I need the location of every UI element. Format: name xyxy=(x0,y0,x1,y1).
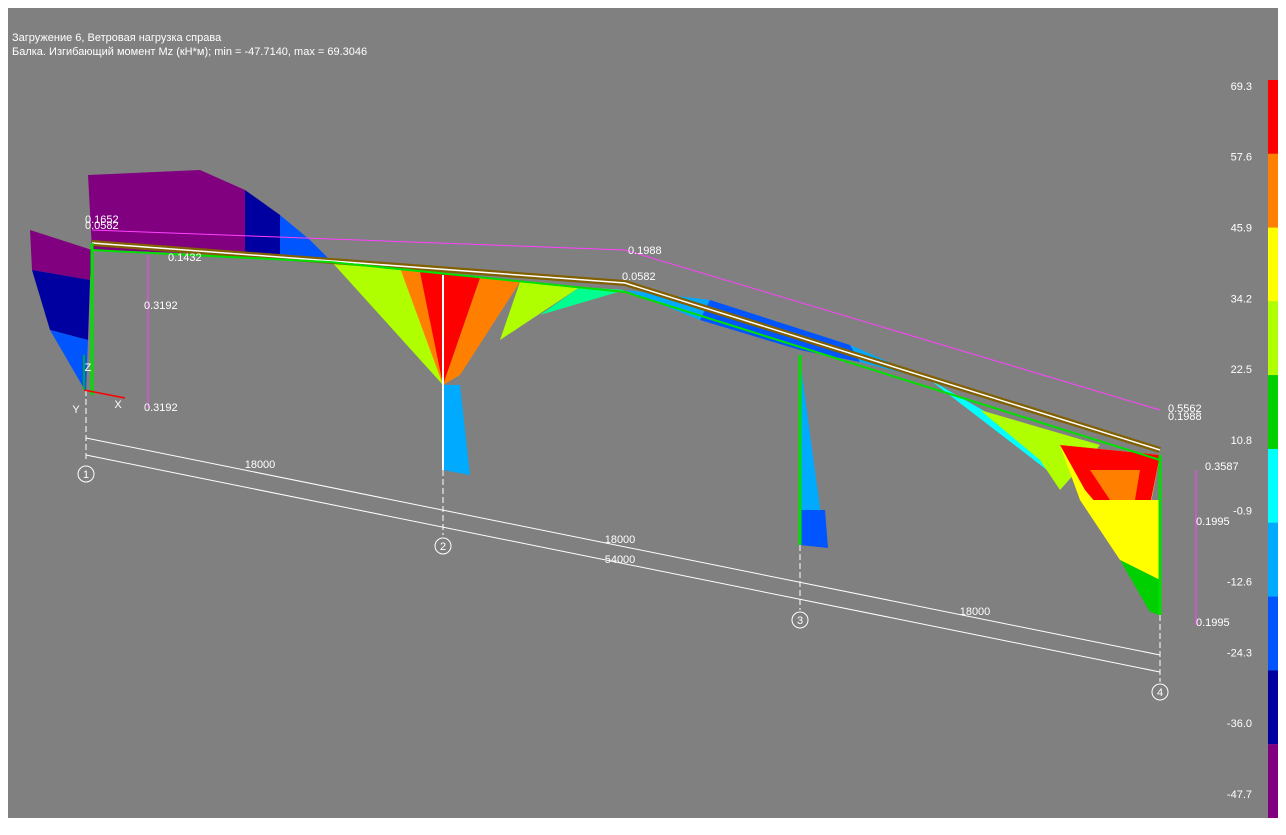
load-case: Загружение 6, Ветровая нагрузка справа xyxy=(12,32,222,44)
load-annotation: 0.1995 xyxy=(1196,617,1230,629)
load-annotation: 0.3192 xyxy=(144,300,178,312)
moment-region xyxy=(245,190,280,258)
legend-swatch xyxy=(1268,301,1278,376)
legend-swatch xyxy=(1268,375,1278,449)
legend-label: -0.9 xyxy=(1233,506,1252,518)
moment-region xyxy=(1080,500,1160,580)
legend-label: -12.6 xyxy=(1227,577,1252,589)
moment-region xyxy=(420,272,480,385)
dimension-label: 18000 xyxy=(245,459,276,471)
dimension-label: 18000 xyxy=(605,534,636,546)
grid-axis-marker xyxy=(791,611,809,629)
moment-region xyxy=(32,270,90,340)
moment-region xyxy=(443,385,470,475)
legend-label: 45.9 xyxy=(1231,223,1252,235)
legend-swatch xyxy=(1268,449,1278,523)
moment-region xyxy=(540,287,625,315)
beam-axis xyxy=(91,242,1161,451)
coordinate-axis xyxy=(83,389,126,399)
moment-region xyxy=(50,330,88,392)
load-annotation: 0.0582 xyxy=(85,220,119,232)
grid-axis-marker xyxy=(434,537,452,555)
grid-axis-label: 1 xyxy=(83,469,89,481)
load-annotation: 0.1995 xyxy=(1196,516,1230,528)
legend-swatch xyxy=(1268,744,1278,818)
moment-region xyxy=(330,260,443,385)
moment-region xyxy=(800,360,825,545)
legend-swatch xyxy=(1268,670,1278,745)
legend-label: -47.7 xyxy=(1227,789,1252,801)
moment-region xyxy=(400,268,443,385)
load-annotation: 0.1988 xyxy=(628,245,662,257)
load-annotation: 0.1988 xyxy=(1168,411,1202,423)
grid-axis-label: 4 xyxy=(1157,687,1163,699)
legend-label: 22.5 xyxy=(1231,364,1252,376)
dimension-label: 18000 xyxy=(960,606,991,618)
moment-region xyxy=(500,282,580,340)
dimension-line xyxy=(85,437,1161,656)
frame xyxy=(83,229,1197,682)
background xyxy=(8,8,1278,818)
result-title: Балка. Изгибающий момент Mz (кН*м); min … xyxy=(12,46,367,58)
grid-axis-marker xyxy=(1151,683,1169,701)
legend-label: -24.3 xyxy=(1227,647,1252,659)
legend-swatch xyxy=(1268,153,1278,228)
legend-swatch xyxy=(1268,227,1278,302)
load-annotation: 0.3192 xyxy=(144,402,178,414)
legend-swatch xyxy=(1268,80,1278,154)
moment-region xyxy=(443,278,520,385)
grid-axis-label: 3 xyxy=(797,615,803,627)
load-annotation: 0.1432 xyxy=(168,252,202,264)
grid-axis-marker xyxy=(77,465,95,483)
load-line xyxy=(91,229,1161,411)
legend-swatch xyxy=(1268,522,1278,597)
moment-region xyxy=(1120,560,1160,615)
moment-region xyxy=(30,230,92,280)
moment-region xyxy=(930,380,1060,480)
coordinate-axis-label: Y xyxy=(72,404,80,416)
dimension-line xyxy=(85,454,1161,673)
legend-label: 34.2 xyxy=(1231,293,1252,305)
coordinate-axis-label: Z xyxy=(85,362,92,374)
load-annotation: 0.5562 xyxy=(1168,403,1202,415)
legend-label: 57.6 xyxy=(1231,152,1252,164)
legend-swatch xyxy=(1268,596,1278,671)
dimension-label: 54000 xyxy=(605,554,636,566)
load-annotation: 0.0582 xyxy=(622,271,656,283)
legend-label: -36.0 xyxy=(1227,718,1252,730)
beam-outline xyxy=(91,249,1161,461)
legend-label: 10.8 xyxy=(1231,435,1252,447)
grid-axis-label: 2 xyxy=(440,541,446,553)
moment-region xyxy=(800,510,828,548)
load-annotation: 0.3587 xyxy=(1205,461,1239,473)
coordinate-axis-label: X xyxy=(114,399,122,411)
load-annotation: 0.1652 xyxy=(85,214,119,226)
legend-label: 69.3 xyxy=(1231,81,1252,93)
moment-region xyxy=(88,170,245,255)
